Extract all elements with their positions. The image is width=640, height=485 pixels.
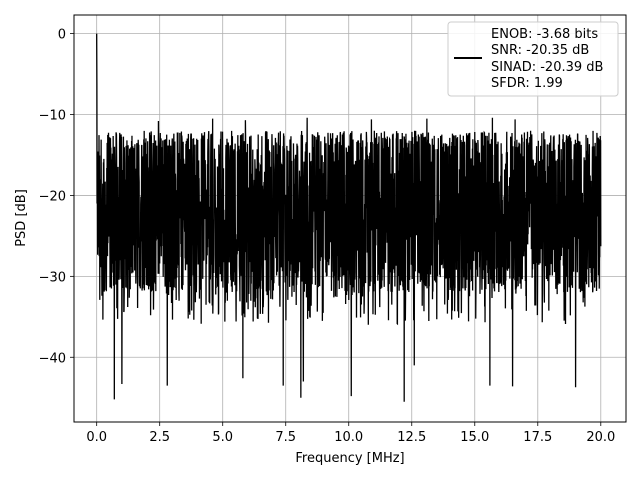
x-tick-label: 2.5 — [149, 430, 170, 445]
x-tick-label: 10.0 — [334, 430, 363, 445]
axes-frame — [73, 14, 627, 423]
x-tick-label: 20.0 — [586, 430, 615, 445]
x-tick-label: 15.0 — [460, 430, 489, 445]
y-tick-label: −40 — [39, 351, 66, 366]
x-tick-label: 12.5 — [397, 430, 426, 445]
y-tick-label: −10 — [39, 109, 66, 124]
x-tick-label: 17.5 — [523, 430, 552, 445]
y-tick-label: 0 — [58, 28, 66, 43]
x-tick-label: 0.0 — [86, 430, 107, 445]
legend: ENOB: -3.68 bits SNR: -20.35 dB SINAD: -… — [447, 21, 619, 97]
plot-area — [96, 33, 602, 402]
legend-text-sfdr: SFDR: 1.99 — [491, 76, 563, 91]
y-tick-label: −30 — [39, 270, 66, 285]
legend-text-enob: ENOB: -3.68 bits — [491, 27, 598, 42]
x-tick-label: 7.5 — [275, 430, 296, 445]
x-axis-label: Frequency [MHz] — [295, 451, 404, 466]
y-axis-ticks: 0 −10 −20 −30 −40 — [39, 28, 74, 366]
y-tick-label: −20 — [39, 189, 66, 204]
x-tick-label: 5.0 — [212, 430, 233, 445]
y-axis-label: PSD [dB] — [14, 189, 29, 247]
x-axis-ticks: 0.0 2.5 5.0 7.5 10.0 12.5 15.0 17.5 20.0 — [86, 422, 615, 445]
legend-text-snr: SNR: -20.35 dB — [491, 43, 589, 58]
legend-box — [447, 21, 619, 97]
legend-text-sinad: SINAD: -20.39 dB — [491, 60, 603, 75]
psd-series-line — [96, 33, 602, 402]
